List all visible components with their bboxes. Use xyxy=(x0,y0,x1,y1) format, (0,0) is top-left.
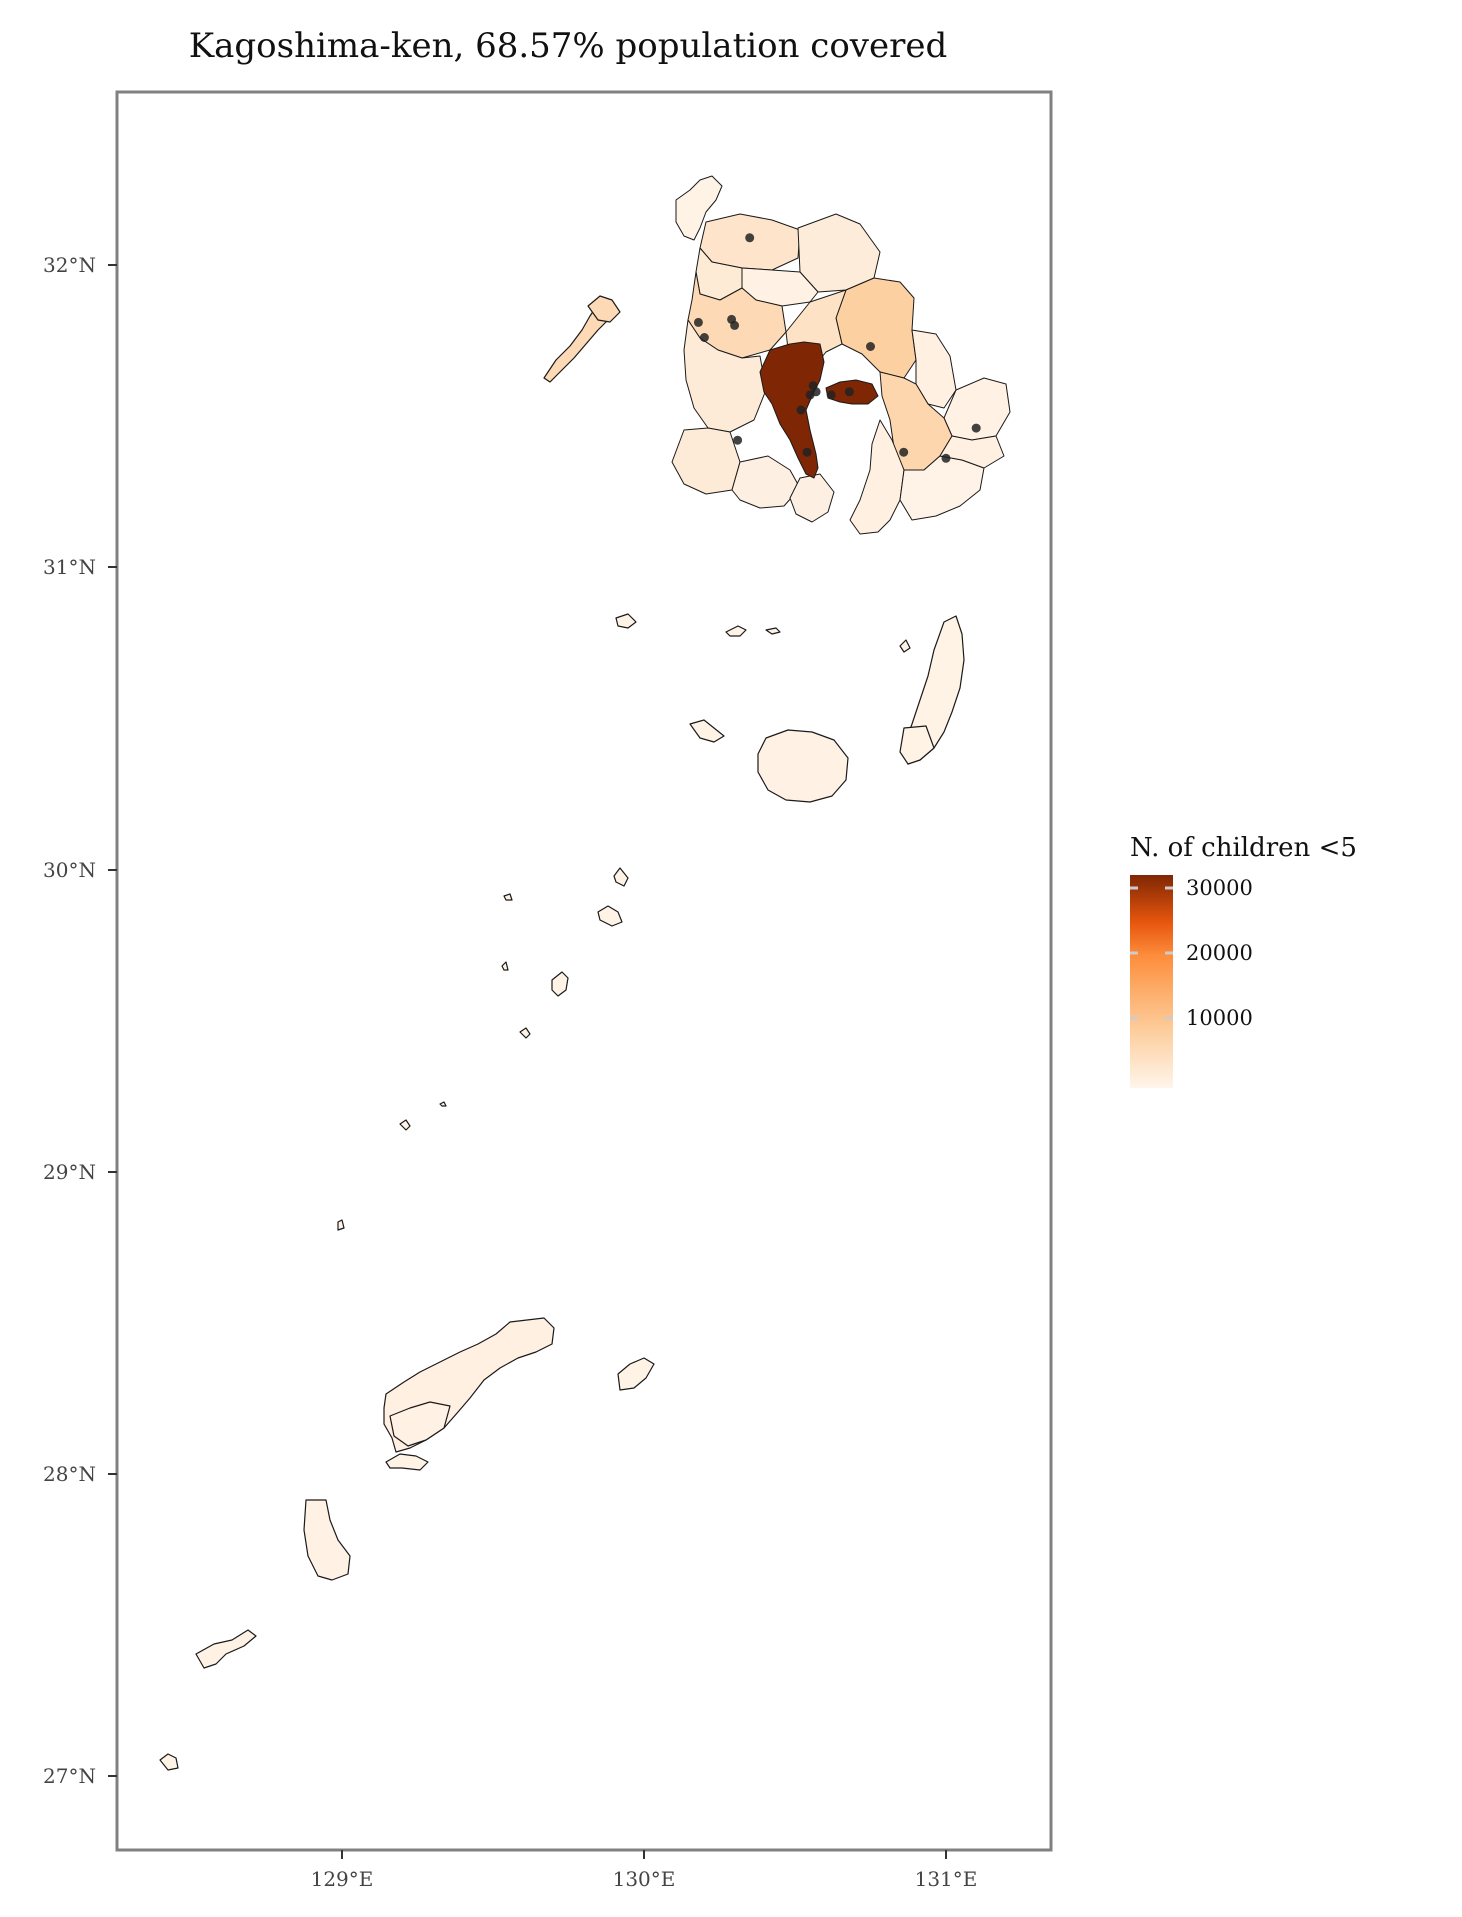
region-hioki xyxy=(683,319,767,433)
data-point xyxy=(693,317,703,327)
region-kagoshima-city xyxy=(759,341,825,479)
island-amami-west xyxy=(389,1401,451,1447)
y-tick-label: 29°N xyxy=(43,1160,96,1184)
y-axis: 32°N 31°N 30°N 29°N 28°N 27°N xyxy=(43,253,117,1788)
island-yokoate xyxy=(337,1219,345,1231)
island-nakanoshima xyxy=(597,905,623,927)
mainland-regions xyxy=(671,175,1011,535)
x-tick-label: 129°E xyxy=(311,1867,374,1891)
y-tick-label: 31°N xyxy=(43,555,96,579)
island-yoronjima xyxy=(159,1753,179,1771)
region-soo xyxy=(911,329,957,409)
island-mageshima xyxy=(899,639,911,653)
data-point xyxy=(733,435,743,445)
island-takarajima xyxy=(399,1119,411,1131)
data-point xyxy=(802,447,812,457)
data-point xyxy=(796,405,806,415)
legend: N. of children <5 30000 20000 10000 xyxy=(1130,833,1357,1088)
data-point xyxy=(866,342,875,351)
y-tick-label: 27°N xyxy=(43,1764,96,1788)
island-kuchinoshima xyxy=(613,867,629,887)
region-kimotsuki xyxy=(899,455,985,521)
legend-colorbar xyxy=(1130,875,1173,1088)
island-gajajima xyxy=(503,893,513,901)
y-tick-label: 30°N xyxy=(43,858,96,882)
chart-title: Kagoshima-ken, 68.57% population covered xyxy=(189,26,948,66)
island-tanegashima-south xyxy=(899,725,935,765)
island-kuchinoerabu xyxy=(689,719,725,743)
legend-title: N. of children <5 xyxy=(1130,833,1357,863)
data-point xyxy=(745,233,755,243)
x-axis: 129°E 130°E 131°E xyxy=(311,1850,978,1891)
legend-label: 10000 xyxy=(1186,1006,1253,1030)
region-minamiosumi xyxy=(849,419,905,535)
region-nagashima xyxy=(675,175,723,241)
island-takeshima xyxy=(765,627,781,635)
island-suwanosejima xyxy=(551,971,569,997)
island-koshiki-north xyxy=(587,295,621,323)
island-kakeromajima xyxy=(385,1453,429,1471)
y-tick-label: 32°N xyxy=(43,253,96,277)
island-kuroshima xyxy=(615,613,637,629)
legend-label: 20000 xyxy=(1186,941,1253,965)
data-point xyxy=(730,320,740,330)
data-point xyxy=(699,333,709,342)
island-yakushima xyxy=(757,729,849,803)
points-layer xyxy=(693,233,981,463)
data-point xyxy=(805,390,815,400)
data-point xyxy=(971,423,981,433)
island-tairajima xyxy=(501,961,509,971)
region-minamikyushu xyxy=(731,455,801,509)
island-kodakarajima xyxy=(439,1101,447,1107)
island-tokunoshima xyxy=(303,1499,351,1581)
island-akusekijima xyxy=(519,1027,531,1039)
island-kikaijima xyxy=(617,1357,655,1391)
x-tick-label: 131°E xyxy=(915,1867,978,1891)
data-point xyxy=(826,390,836,400)
region-ibusuki xyxy=(789,473,835,523)
island-okinoerabu xyxy=(195,1629,257,1669)
data-point xyxy=(941,453,951,463)
data-point xyxy=(844,387,854,397)
data-point xyxy=(899,447,909,457)
island-iojima xyxy=(725,625,747,637)
y-tick-label: 28°N xyxy=(43,1462,96,1486)
legend-label: 30000 xyxy=(1186,876,1253,900)
x-tick-label: 130°E xyxy=(613,1867,676,1891)
